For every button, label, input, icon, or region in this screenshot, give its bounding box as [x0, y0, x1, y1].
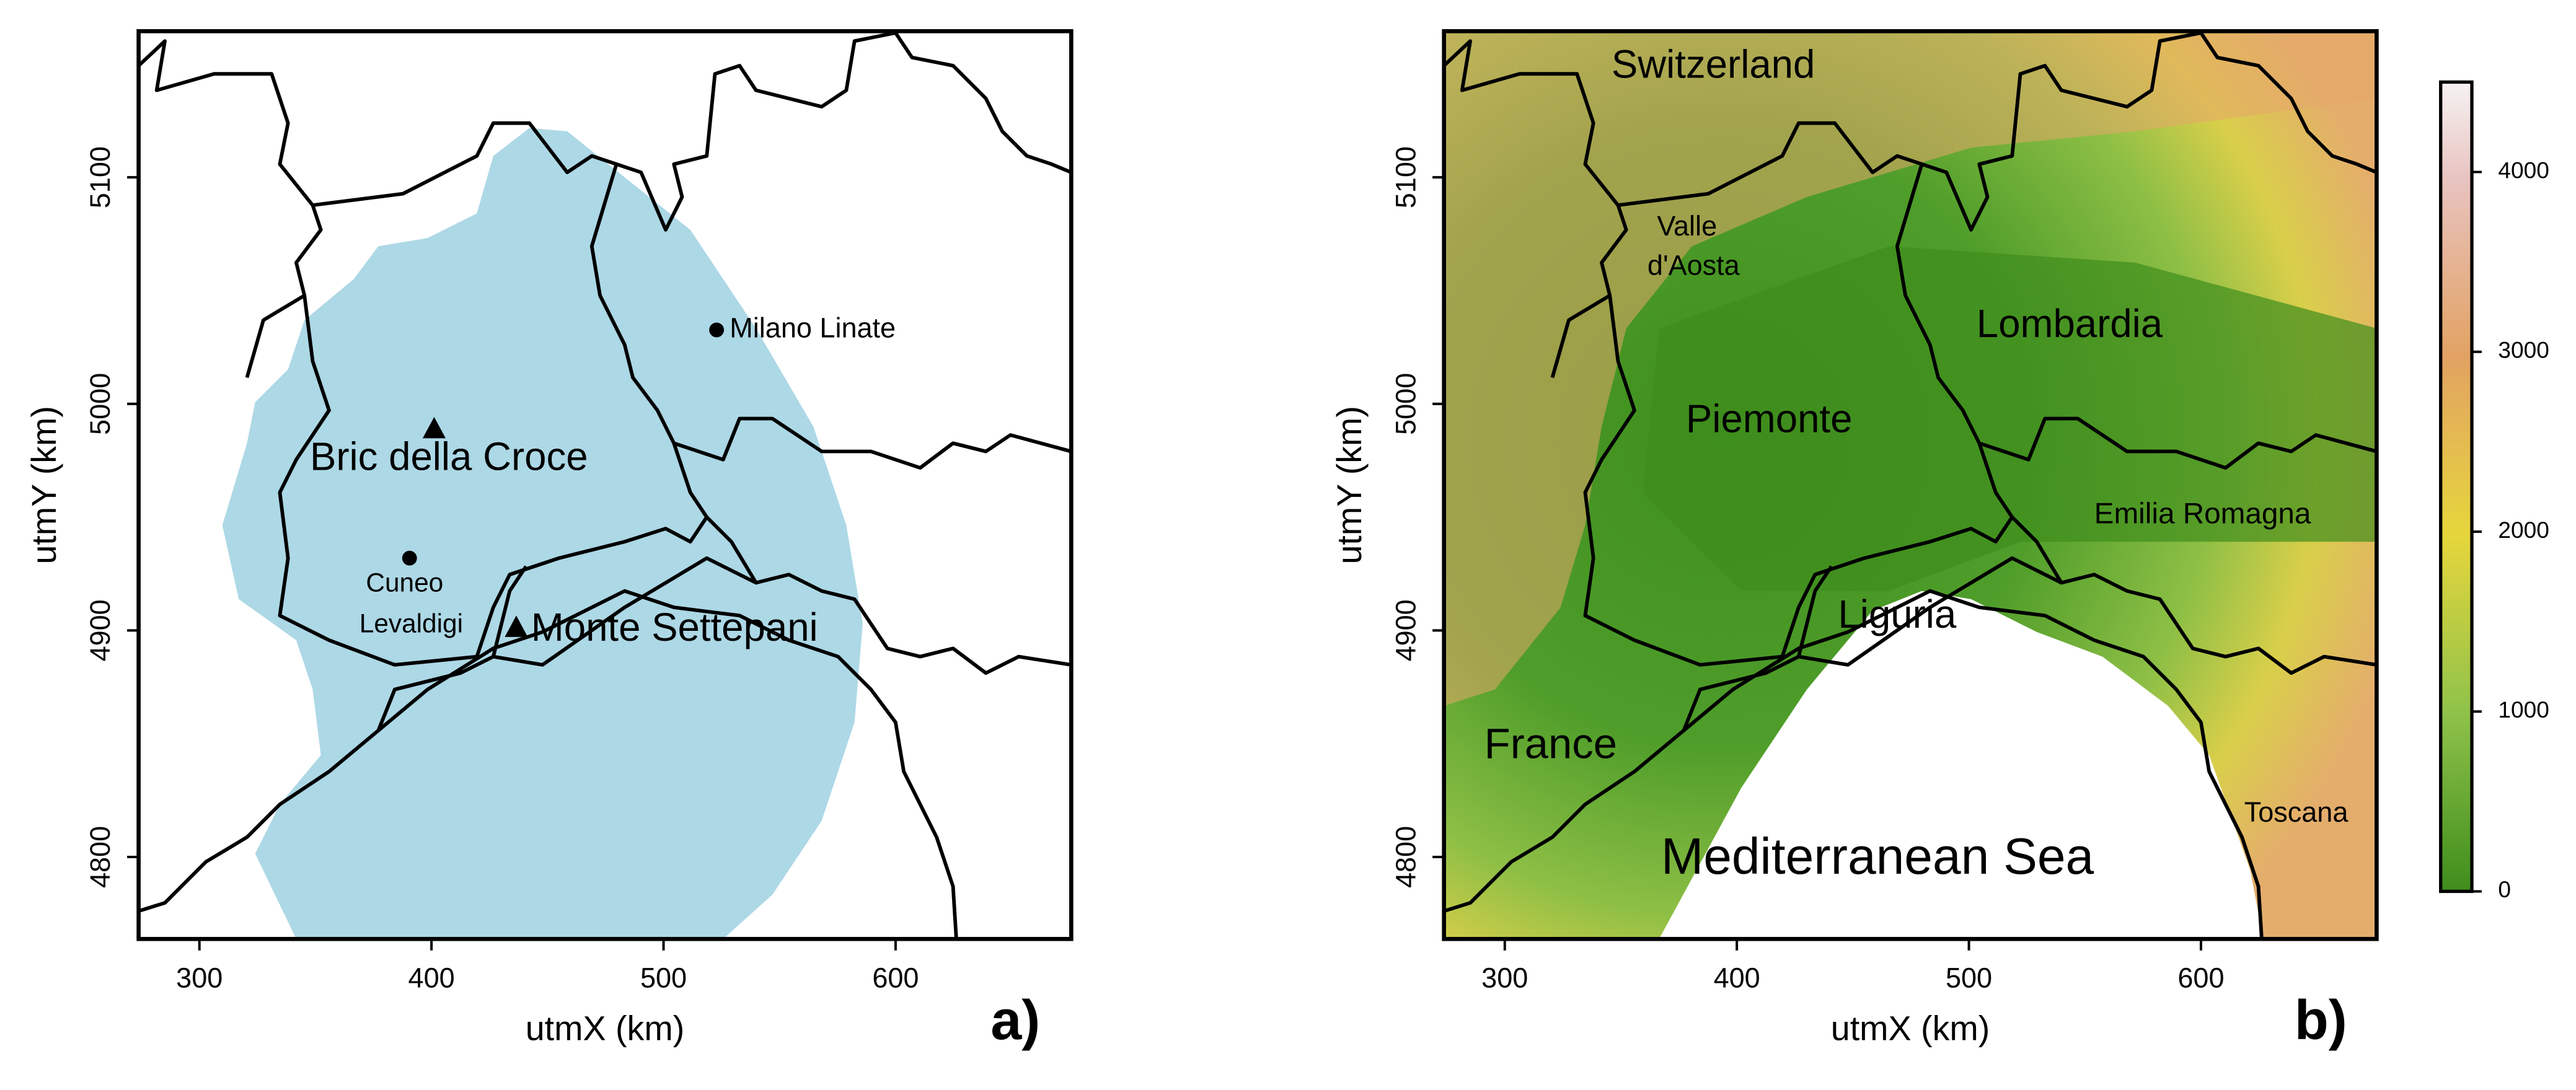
x-tick-label: 600 — [872, 962, 919, 993]
region-label: Liguria — [1838, 592, 1956, 636]
y-axis-label: utmY (km) — [25, 406, 63, 564]
colorbar-tick-label: 4000 — [2498, 157, 2549, 183]
x-tick-label: 500 — [640, 962, 687, 993]
region-label: Mediterranean Sea — [1661, 828, 2094, 885]
coverage-area — [222, 128, 863, 939]
station-dot — [709, 322, 725, 338]
colorbar — [2439, 80, 2474, 894]
y-tick-label: 5100 — [1390, 146, 1421, 208]
region-label: Piemonte — [1686, 397, 1853, 441]
place-label: Levaldigi — [359, 609, 463, 638]
region-label: d'Aosta — [1647, 250, 1740, 281]
place-label: Milano Linate — [730, 312, 896, 343]
place-label: Monte Settepani — [531, 605, 818, 649]
station-dot — [402, 550, 417, 566]
y-tick-label: 4800 — [1390, 826, 1421, 888]
y-axis-label: utmY (km) — [1330, 406, 1369, 564]
x-tick-label: 600 — [2177, 962, 2224, 993]
map-b — [1444, 31, 2377, 939]
y-tick-label: 4900 — [84, 599, 116, 661]
y-tick-label: 5000 — [1390, 373, 1421, 435]
y-tick-label: 5000 — [84, 373, 116, 435]
map-a — [139, 33, 1072, 939]
mountain-marker — [422, 416, 446, 439]
region-label: Emilia Romagna — [2094, 497, 2311, 530]
sea — [1659, 591, 2264, 939]
colorbar-tick-label: 1000 — [2498, 697, 2549, 723]
plot-frame — [1442, 29, 2379, 941]
colorbar-tick-label: 0 — [2498, 876, 2511, 902]
colorbar-tick-label: 3000 — [2498, 337, 2549, 363]
panel-tag: a) — [990, 989, 1040, 1052]
x-tick-label: 500 — [1946, 962, 1992, 993]
panel-tag: b) — [2295, 989, 2347, 1052]
region-label: Switzerland — [1612, 42, 1815, 86]
x-axis-label: utmX (km) — [526, 1009, 684, 1047]
place-label: Bric della Croce — [310, 435, 588, 479]
region-label: Toscana — [2244, 796, 2349, 828]
x-axis-label: utmX (km) — [1831, 1009, 1990, 1047]
y-tick-label: 4900 — [1390, 599, 1421, 661]
x-tick-label: 300 — [176, 962, 223, 993]
mountain-marker — [505, 615, 528, 637]
region-label: Valle — [1657, 210, 1717, 242]
x-tick-label: 400 — [408, 962, 455, 993]
colorbar-tick-label: 2000 — [2498, 517, 2549, 543]
region-label: France — [1484, 720, 1617, 768]
x-tick-label: 400 — [1714, 962, 1760, 993]
y-tick-label: 4800 — [84, 826, 116, 888]
region-label: Lombardia — [1977, 302, 2163, 346]
y-tick-label: 5100 — [84, 146, 116, 208]
place-label: Cuneo — [366, 568, 443, 597]
plot-frame — [136, 29, 1074, 941]
x-tick-label: 300 — [1481, 962, 1528, 993]
